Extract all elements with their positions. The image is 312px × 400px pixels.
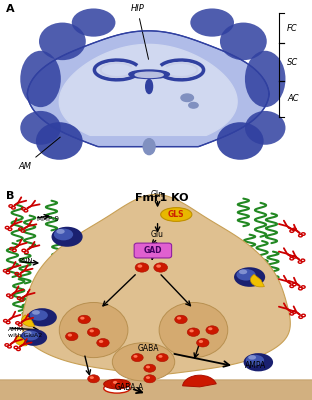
Text: GABA-A: GABA-A: [115, 383, 144, 392]
Ellipse shape: [190, 8, 234, 37]
Text: GAD: GAD: [144, 246, 162, 255]
Circle shape: [189, 330, 194, 332]
Ellipse shape: [30, 310, 48, 321]
Text: MMP-9: MMP-9: [36, 216, 59, 222]
Text: AC: AC: [287, 94, 299, 103]
Circle shape: [138, 264, 142, 268]
Circle shape: [68, 334, 72, 337]
Ellipse shape: [217, 122, 264, 160]
Circle shape: [181, 94, 193, 102]
Ellipse shape: [246, 355, 264, 366]
Circle shape: [146, 376, 150, 379]
Circle shape: [80, 317, 85, 320]
Wedge shape: [22, 315, 35, 326]
Text: AM: AM: [18, 137, 60, 171]
Circle shape: [158, 355, 163, 358]
Circle shape: [199, 340, 203, 343]
Ellipse shape: [112, 343, 175, 381]
Ellipse shape: [51, 227, 83, 247]
Circle shape: [154, 263, 168, 272]
Ellipse shape: [104, 384, 130, 393]
Ellipse shape: [20, 51, 61, 107]
Circle shape: [78, 315, 90, 324]
Ellipse shape: [146, 80, 153, 94]
Circle shape: [99, 340, 103, 343]
Wedge shape: [251, 274, 265, 287]
FancyBboxPatch shape: [0, 380, 312, 400]
Ellipse shape: [245, 51, 285, 107]
Circle shape: [144, 364, 156, 372]
FancyBboxPatch shape: [134, 243, 172, 258]
Circle shape: [87, 328, 100, 336]
Circle shape: [88, 375, 100, 383]
Text: FC: FC: [287, 24, 298, 33]
Polygon shape: [22, 194, 290, 374]
Ellipse shape: [54, 228, 73, 240]
Text: AMPA
with GluA2: AMPA with GluA2: [8, 327, 42, 338]
Ellipse shape: [143, 139, 155, 155]
Ellipse shape: [239, 269, 247, 274]
Circle shape: [189, 102, 198, 108]
Circle shape: [156, 264, 161, 268]
Circle shape: [113, 381, 117, 384]
Ellipse shape: [27, 308, 57, 326]
Circle shape: [187, 328, 200, 336]
Circle shape: [177, 317, 181, 320]
Ellipse shape: [159, 302, 228, 358]
Circle shape: [134, 355, 138, 358]
Ellipse shape: [244, 353, 273, 371]
Ellipse shape: [72, 8, 115, 37]
Circle shape: [90, 376, 94, 379]
Text: Fmr1 KO: Fmr1 KO: [135, 193, 189, 203]
Text: Glu: Glu: [151, 230, 164, 239]
Text: Gln: Gln: [151, 190, 164, 199]
Polygon shape: [59, 44, 237, 135]
Polygon shape: [27, 31, 269, 147]
Ellipse shape: [161, 208, 192, 221]
Circle shape: [144, 375, 156, 383]
Text: GLS: GLS: [168, 210, 184, 219]
Circle shape: [90, 330, 94, 332]
Circle shape: [156, 354, 168, 362]
Circle shape: [175, 315, 187, 324]
Text: SC: SC: [287, 58, 298, 66]
Ellipse shape: [39, 22, 86, 60]
Ellipse shape: [234, 267, 265, 287]
Text: PNN: PNN: [19, 258, 33, 264]
Ellipse shape: [22, 331, 39, 340]
Circle shape: [97, 338, 109, 347]
Ellipse shape: [248, 355, 256, 360]
Ellipse shape: [135, 72, 163, 78]
Text: GABA: GABA: [138, 344, 159, 353]
Wedge shape: [15, 335, 27, 346]
Ellipse shape: [20, 329, 47, 346]
Text: HIP: HIP: [130, 4, 149, 59]
Circle shape: [208, 327, 212, 330]
Circle shape: [146, 366, 150, 368]
Ellipse shape: [236, 269, 256, 280]
Circle shape: [131, 354, 143, 362]
Ellipse shape: [220, 22, 267, 60]
Circle shape: [197, 338, 209, 347]
Circle shape: [135, 263, 149, 272]
Ellipse shape: [24, 331, 32, 335]
Circle shape: [66, 332, 78, 341]
Ellipse shape: [104, 379, 130, 389]
Ellipse shape: [245, 111, 285, 145]
Circle shape: [111, 380, 123, 388]
Wedge shape: [183, 375, 216, 387]
Ellipse shape: [20, 111, 61, 145]
Ellipse shape: [56, 229, 65, 234]
Text: A: A: [6, 4, 15, 14]
Circle shape: [206, 326, 218, 334]
Ellipse shape: [32, 310, 40, 315]
Ellipse shape: [36, 122, 83, 160]
Ellipse shape: [59, 302, 128, 358]
Ellipse shape: [129, 70, 169, 78]
Text: B: B: [6, 191, 15, 201]
Text: AMPA: AMPA: [245, 360, 266, 370]
